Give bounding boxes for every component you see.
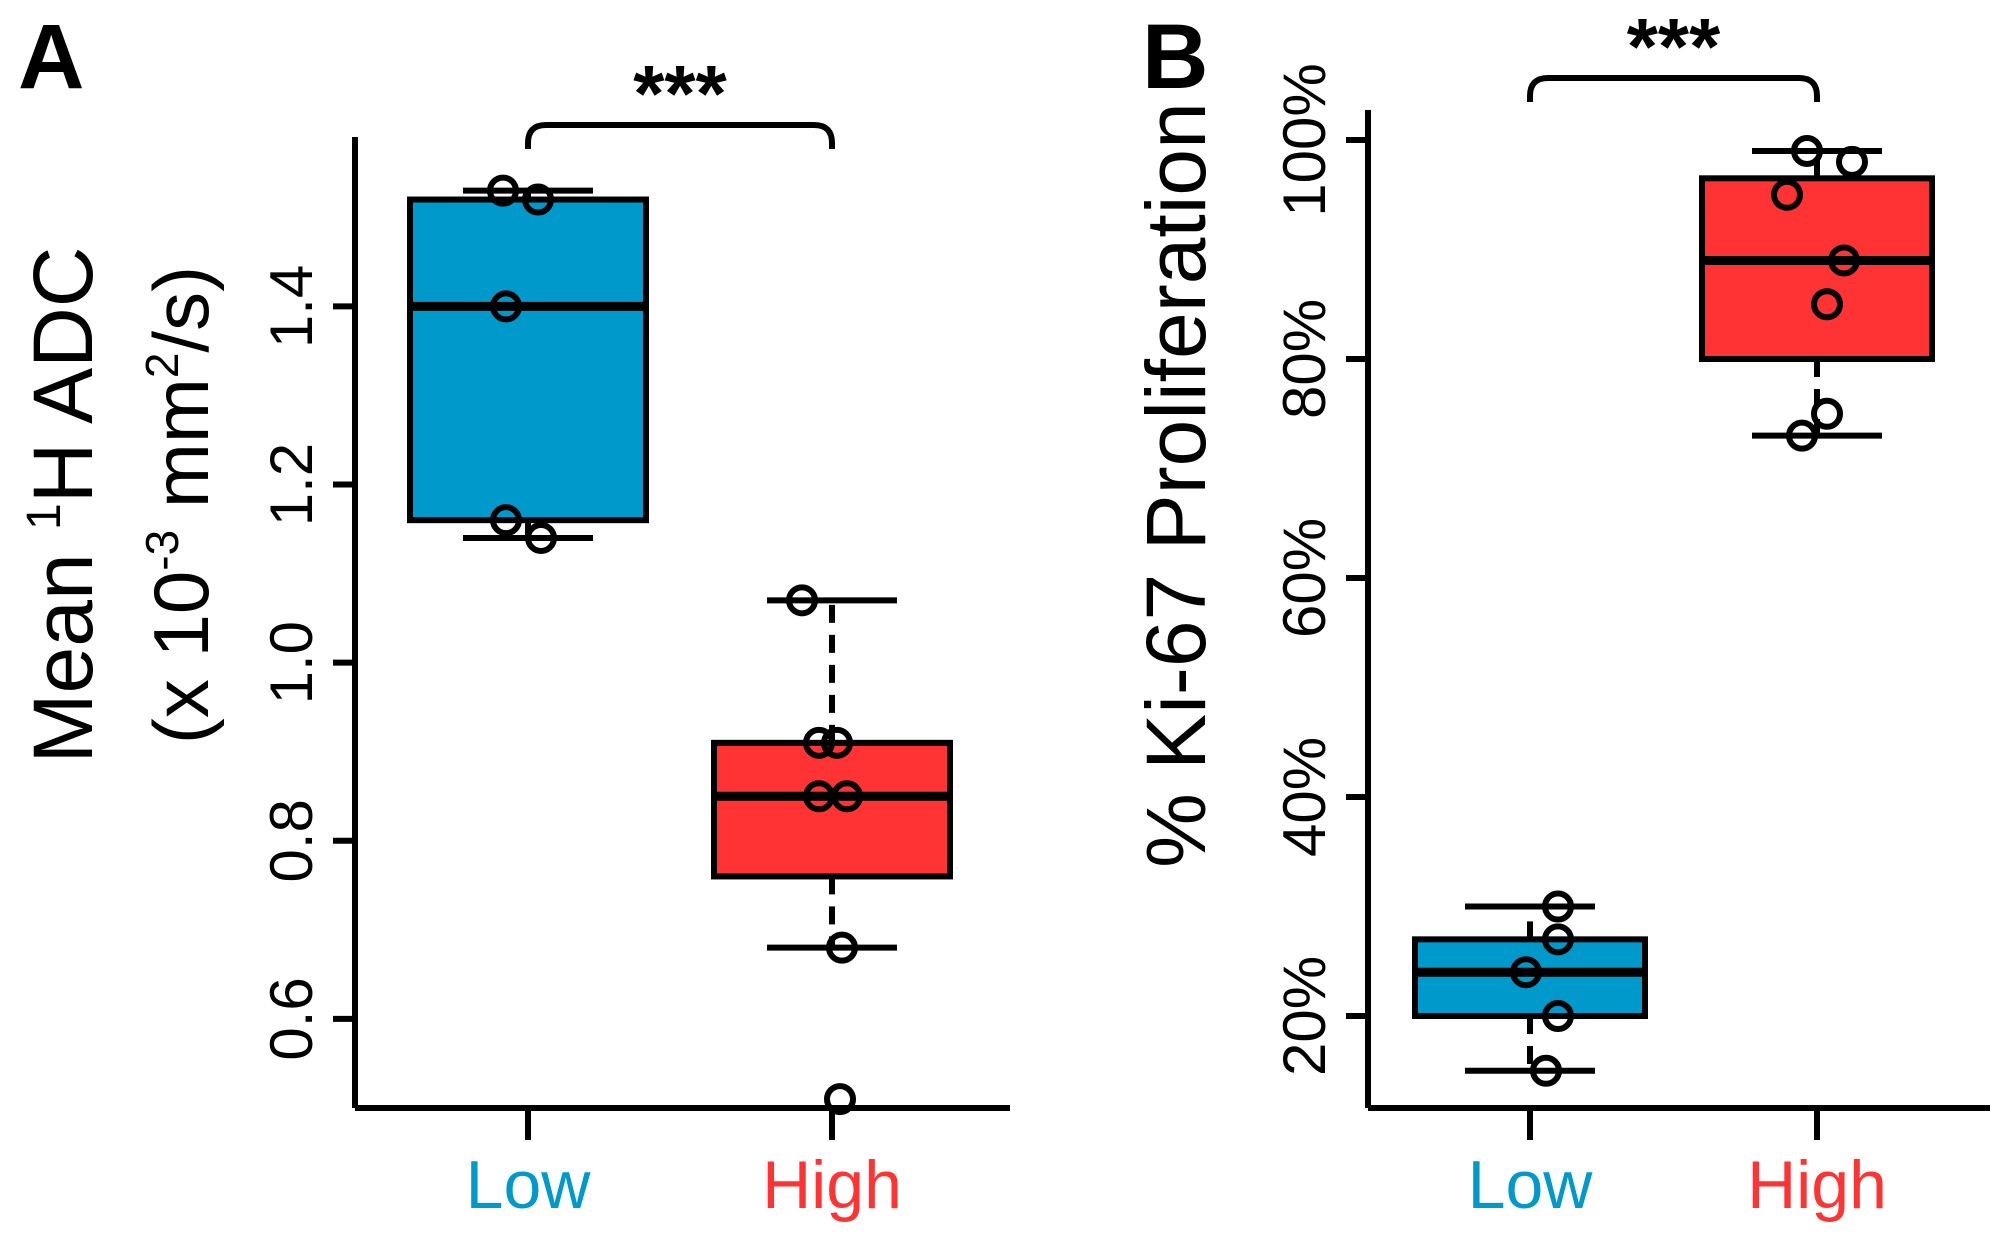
panel-b-label: B — [1142, 6, 1208, 108]
panel-a-category-label-low: Low — [466, 1147, 592, 1223]
panel-a-y-tick-label: 0.8 — [258, 799, 325, 882]
panel-a-y-tick-label: 1.4 — [258, 265, 325, 348]
panel-a-point-low — [487, 174, 519, 207]
panel-b-point-high — [1828, 244, 1860, 277]
panel-a-significance-bracket — [525, 122, 835, 149]
panel-a-ylabel-line2-sup1: -3 — [136, 530, 188, 571]
panel-b-point-low — [1542, 1000, 1574, 1032]
panel-b-point-high — [1811, 397, 1843, 430]
panel-b-significance-bracket — [1527, 75, 1820, 102]
panel-b-y-tick-label: 20% — [1271, 956, 1338, 1076]
panel-a-point-high — [824, 1083, 856, 1116]
panel-b-category-label-low: Low — [1468, 1147, 1594, 1223]
panel-b-point-high — [1771, 178, 1803, 211]
panel-a-point-high — [786, 584, 818, 617]
panel-a-point-high — [821, 726, 853, 759]
panel-b-point-high — [1791, 134, 1823, 167]
panel-a-ylabel-line1: Mean 1H ADC — [16, 247, 110, 764]
panel-b-y-tick-label: 40% — [1271, 737, 1338, 857]
panel-b-plot: 20% 40% 60% 80% 100% Low High *** — [1271, 2, 1990, 1223]
panel-a-box-low — [407, 196, 649, 524]
panel-a-y-tick-label: 1.2 — [258, 443, 325, 526]
panel-a-point-high — [826, 931, 858, 964]
panel-a-box-high — [711, 739, 953, 880]
panel-b-point-high — [1811, 288, 1843, 321]
panel-b-y-tick-label: 60% — [1271, 518, 1338, 638]
panel-a-ylabel-line2-sup2: 2 — [136, 353, 188, 379]
panel-a-ylabel-line2: (x 10-3 mm2/s) — [136, 266, 225, 744]
panel-b-box-high — [1699, 175, 1935, 362]
panel-b-box-low — [1412, 936, 1648, 1019]
panel-b-point-high — [1786, 419, 1818, 452]
panel-a-ylabel-line2-a: (x 10 — [137, 571, 225, 744]
panel-a-y-tick-label: 1.0 — [258, 621, 325, 704]
panel-b-ylabel: % Ki-67 Proliferation — [1129, 102, 1223, 868]
panel-a: A Mean 1H ADC (x 10-3 mm2/s) 0.6 0.8 1.0 1.… — [16, 6, 1010, 1223]
panel-a-ylabel-line1-suffix: H ADC — [16, 247, 110, 504]
panel-a-plot: 0.6 0.8 1.0 1.2 1.4 Low High *** — [258, 49, 1010, 1223]
panel-a-y-tick-label: 0.6 — [258, 977, 325, 1060]
panel-b-y-tick-label: 80% — [1271, 299, 1338, 419]
panel-a-point-high — [803, 726, 835, 759]
panel-a-significance-label: *** — [633, 49, 727, 138]
panel-b-significance-label: *** — [1627, 2, 1721, 91]
panel-a-point-low — [490, 504, 522, 537]
panel-a-ylabel-line2-b: mm — [137, 378, 225, 530]
panel-b-point-low — [1530, 1054, 1562, 1087]
panel-a-ylabel-line1-prefix: Mean — [16, 530, 110, 763]
panel-b-point-low — [1542, 923, 1574, 956]
panel-b: B % Ki-67 Proliferation 20% 40% 60% 80% 100%… — [1129, 2, 1990, 1223]
panel-b-category-label-high: High — [1747, 1147, 1887, 1223]
panel-a-point-low — [490, 290, 522, 323]
panel-a-category-label-high: High — [762, 1147, 902, 1223]
panel-a-label: A — [18, 6, 84, 108]
panel-b-y-tick-label: 100% — [1271, 63, 1338, 216]
panel-a-point-low — [525, 521, 557, 554]
panel-a-ylabel-line2-c: /s) — [137, 266, 225, 353]
panel-a-point-high — [831, 780, 863, 813]
panel-a-point-low — [522, 183, 554, 216]
panel-b-point-low — [1542, 890, 1574, 923]
panel-b-point-high — [1836, 145, 1868, 178]
panel-b-point-low — [1510, 956, 1542, 989]
panel-a-ylabel-line1-sup: 1 — [18, 503, 71, 530]
